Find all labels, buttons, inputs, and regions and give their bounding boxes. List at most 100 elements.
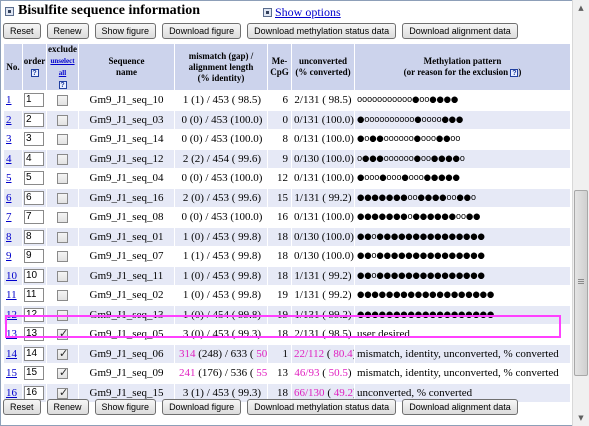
row-link[interactable]: 6 bbox=[6, 191, 12, 204]
renew-button[interactable]: Renew bbox=[46, 399, 89, 415]
order-input[interactable]: 6 bbox=[24, 190, 44, 205]
row-link[interactable]: 2 bbox=[6, 113, 12, 126]
exclude-checkbox[interactable] bbox=[57, 290, 68, 302]
collapse-toggle-icon[interactable] bbox=[5, 6, 14, 16]
order-input[interactable]: 8 bbox=[24, 229, 44, 244]
row-link[interactable]: 5 bbox=[6, 172, 12, 185]
exclude-checkbox[interactable] bbox=[57, 309, 68, 321]
mismatch-cell: 0 (0) / 453 (100.0) bbox=[174, 129, 268, 150]
order-input[interactable]: 11 bbox=[24, 288, 44, 303]
download-methylation-status-button[interactable]: Download methylation status data bbox=[247, 399, 397, 415]
mismatch-cell: 2 (0) / 453 ( 99.6) bbox=[174, 187, 268, 208]
order-input[interactable]: 7 bbox=[24, 210, 44, 225]
order-input[interactable]: 13 bbox=[24, 327, 44, 342]
reset-button[interactable]: Reset bbox=[3, 399, 41, 415]
exclude-checkbox[interactable] bbox=[57, 366, 68, 380]
row-link[interactable]: 11 bbox=[6, 289, 17, 302]
unselect-all-link[interactable]: unselect all bbox=[50, 57, 75, 77]
order-input[interactable]: 2 bbox=[24, 112, 44, 127]
row-link[interactable]: 12 bbox=[6, 308, 17, 321]
order-cell: 15 bbox=[22, 363, 47, 384]
show-options-link[interactable]: Show options bbox=[275, 5, 341, 19]
row-number: 2 bbox=[3, 109, 23, 130]
row-link[interactable]: 14 bbox=[6, 347, 17, 360]
exclude-cell bbox=[46, 168, 79, 189]
order-input[interactable]: 5 bbox=[24, 171, 44, 186]
order-input[interactable]: 1 bbox=[24, 93, 44, 108]
exclude-checkbox[interactable] bbox=[57, 173, 68, 185]
order-input[interactable]: 9 bbox=[24, 249, 44, 264]
download-figure-button[interactable]: Download figure bbox=[162, 23, 242, 39]
order-input[interactable]: 12 bbox=[24, 307, 44, 322]
scrollbar-thumb[interactable] bbox=[574, 190, 588, 376]
exclude-cell bbox=[46, 187, 79, 208]
help-icon[interactable]: ? bbox=[30, 68, 39, 77]
exclude-checkbox[interactable] bbox=[57, 95, 68, 107]
scroll-down-icon[interactable]: ▼ bbox=[578, 414, 584, 422]
reset-button[interactable]: Reset bbox=[3, 23, 41, 39]
row-number: 14 bbox=[3, 343, 23, 364]
scroll-up-icon[interactable]: ▲ bbox=[578, 4, 584, 12]
order-input[interactable]: 15 bbox=[24, 366, 44, 381]
order-cell: 4 bbox=[22, 148, 47, 169]
renew-button[interactable]: Renew bbox=[46, 23, 89, 39]
exclude-checkbox[interactable] bbox=[57, 327, 68, 341]
row-link[interactable]: 8 bbox=[6, 230, 12, 243]
row-link[interactable]: 16 bbox=[6, 386, 17, 399]
exclude-checkbox[interactable] bbox=[57, 114, 68, 126]
sequence-name: Gm9_J1_seq_04 bbox=[78, 168, 175, 189]
order-cell: 6 bbox=[22, 187, 47, 208]
mecpg-count: 1 bbox=[267, 343, 292, 364]
mismatch-cell: 1 (0) / 453 ( 99.8) bbox=[174, 226, 268, 247]
exclude-checkbox[interactable] bbox=[57, 251, 68, 263]
row-number: 13 bbox=[3, 324, 23, 345]
download-alignment-button[interactable]: Download alignment data bbox=[402, 399, 518, 415]
row-link[interactable]: 3 bbox=[6, 133, 12, 146]
row-link[interactable]: 13 bbox=[6, 328, 17, 341]
sequence-name: Gm9_J1_seq_01 bbox=[78, 226, 175, 247]
sequence-name: Gm9_J1_seq_11 bbox=[78, 265, 175, 286]
show-figure-button[interactable]: Show figure bbox=[94, 399, 157, 415]
bisulfite-table: No. order? exclude unselect all? Sequence… bbox=[3, 43, 571, 403]
order-input[interactable]: 14 bbox=[24, 346, 44, 361]
show-figure-button[interactable]: Show figure bbox=[94, 23, 157, 39]
unconverted-text: ( bbox=[324, 347, 331, 360]
exclude-checkbox[interactable] bbox=[57, 212, 68, 224]
help-icon[interactable]: ? bbox=[58, 80, 67, 89]
unconverted-cell: 0/131 (100.0) bbox=[291, 129, 355, 150]
row-link[interactable]: 4 bbox=[6, 152, 12, 165]
row-number: 9 bbox=[3, 246, 23, 267]
sequence-name: Gm9_J1_seq_10 bbox=[78, 90, 175, 111]
exclude-checkbox[interactable] bbox=[57, 153, 68, 165]
col-exclude: exclude unselect all? bbox=[46, 43, 79, 91]
download-methylation-status-button[interactable]: Download methylation status data bbox=[247, 23, 397, 39]
order-input[interactable]: 3 bbox=[24, 132, 44, 147]
download-figure-button[interactable]: Download figure bbox=[162, 399, 242, 415]
order-input[interactable]: 4 bbox=[24, 151, 44, 166]
download-alignment-button[interactable]: Download alignment data bbox=[402, 23, 518, 39]
order-input[interactable]: 16 bbox=[24, 385, 44, 400]
exclude-checkbox[interactable] bbox=[57, 192, 68, 204]
table-row: 10 10 Gm9_J1_seq_11 1 (0) / 453 ( 99.8) 18 1/… bbox=[3, 265, 571, 286]
exclude-checkbox[interactable] bbox=[57, 231, 68, 243]
mecpg-count: 0 bbox=[267, 109, 292, 130]
exclude-checkbox[interactable] bbox=[57, 270, 68, 282]
show-options: Show options bbox=[263, 5, 341, 20]
expand-options-icon[interactable] bbox=[263, 8, 272, 17]
row-link[interactable]: 10 bbox=[6, 269, 17, 282]
sequence-name: Gm9_J1_seq_08 bbox=[78, 207, 175, 228]
exclude-checkbox[interactable] bbox=[57, 347, 68, 360]
row-link[interactable]: 7 bbox=[6, 211, 12, 224]
exclude-checkbox[interactable] bbox=[57, 386, 68, 399]
exclude-checkbox[interactable] bbox=[57, 134, 68, 146]
mecpg-count: 18 bbox=[267, 265, 292, 286]
exclude-cell bbox=[46, 129, 79, 150]
row-link[interactable]: 15 bbox=[6, 367, 17, 380]
order-input[interactable]: 10 bbox=[24, 268, 44, 283]
row-link[interactable]: 1 bbox=[6, 94, 12, 107]
vertical-scrollbar[interactable]: ▲ ▼ bbox=[572, 0, 589, 426]
help-icon[interactable]: ? bbox=[510, 68, 519, 77]
exclude-cell bbox=[46, 285, 79, 306]
row-link[interactable]: 9 bbox=[6, 250, 12, 263]
